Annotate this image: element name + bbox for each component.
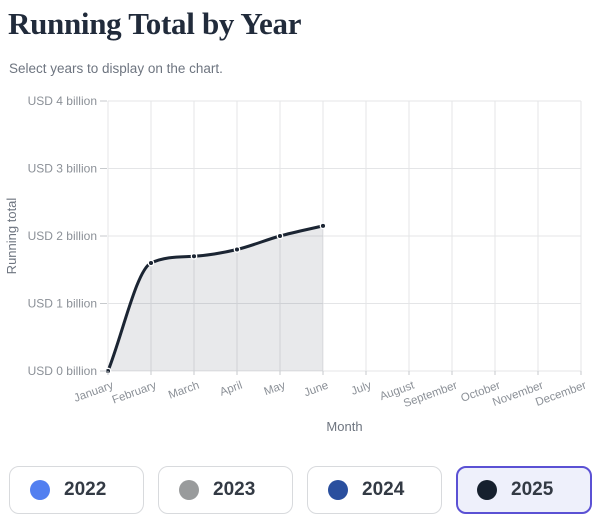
series-area-2025 [108,225,323,371]
year-label: 2025 [511,479,554,500]
year-label: 2022 [64,479,107,500]
y-tick-label: USD 3 billion [28,162,97,176]
data-point [276,232,284,240]
x-tick-label: February [111,379,159,406]
x-tick-label: May [262,379,287,398]
x-axis-title: Month [326,419,362,434]
year-color-dot [179,480,199,500]
page-title: Running Total by Year [8,6,302,41]
running-total-chart: USD 0 billion USD 1 billion USD 2 billion U… [4,94,588,434]
year-toggle-2023[interactable]: 2023 [158,466,293,514]
year-toggle-2025[interactable]: 2025 [456,466,592,514]
y-tick-label: USD 0 billion [28,364,97,378]
data-point [319,222,327,230]
y-axis-title: Running total [4,198,19,275]
data-point [147,259,155,267]
x-tick-label: July [350,379,374,397]
year-label: 2024 [362,479,405,500]
year-color-dot [30,480,50,500]
y-tick-label: USD 1 billion [28,297,97,311]
year-selector: 2022 2023 2024 2025 [9,466,592,514]
y-tick-label: USD 2 billion [28,229,97,243]
x-tick-label: January [72,379,115,404]
data-point [233,246,241,253]
year-label: 2023 [213,479,256,500]
y-axis: USD 0 billion USD 1 billion USD 2 billion U… [4,94,107,378]
gridlines [107,100,582,372]
data-point [190,252,198,260]
year-toggle-2022[interactable]: 2022 [9,466,144,514]
year-color-dot [328,480,348,500]
x-tick-label: June [302,380,330,400]
year-toggle-2024[interactable]: 2024 [307,466,442,514]
y-tick-label: USD 4 billion [28,94,97,108]
page-subtitle: Select years to display on the chart. [9,61,223,76]
x-tick-label: April [218,380,244,399]
x-tick-label: March [167,380,201,402]
year-color-dot [477,480,497,500]
